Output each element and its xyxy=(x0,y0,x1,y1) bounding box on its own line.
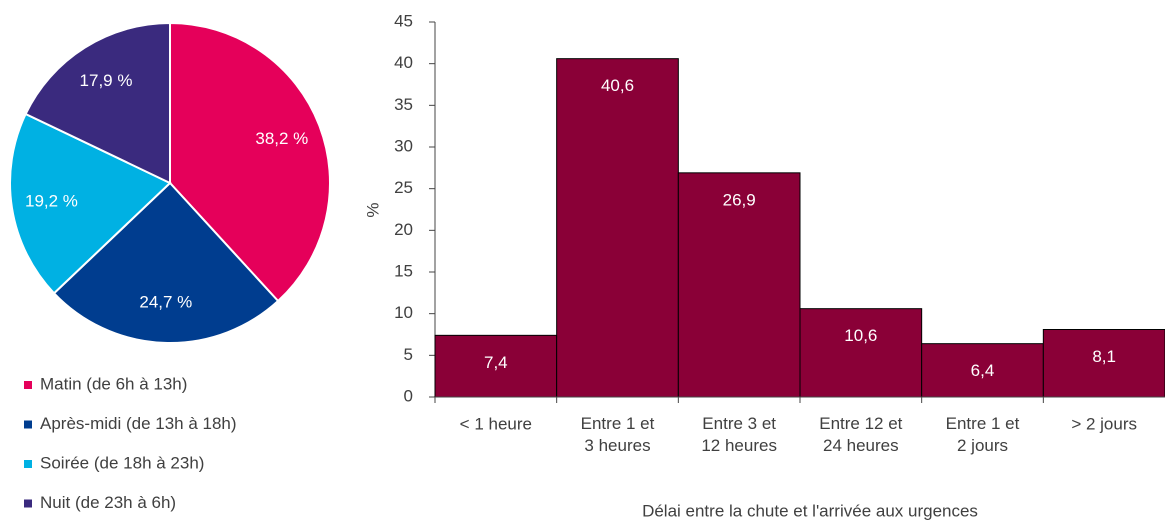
y-tick-label: 30 xyxy=(394,136,413,155)
x-tick-label: < 1 heure xyxy=(460,414,532,433)
x-tick-label: > 2 jours xyxy=(1071,414,1137,433)
legend-swatch xyxy=(24,381,32,389)
slice-label: 38,2 % xyxy=(255,129,308,148)
x-tick-label: Entre 12 et 24 heures xyxy=(819,414,902,455)
y-tick-label: 15 xyxy=(394,261,413,280)
y-tick-label: 40 xyxy=(394,53,413,72)
y-tick-label: 5 xyxy=(404,345,413,364)
slice-label: 19,2 % xyxy=(25,191,78,210)
legend-swatch xyxy=(24,499,32,508)
bar xyxy=(921,343,1044,398)
x-tick-label: Entre 1 et 3 heures xyxy=(581,414,655,455)
y-axis-label: % xyxy=(363,202,382,217)
pie-slice xyxy=(169,21,331,303)
legend-swatch xyxy=(24,420,32,429)
y-tick-label: 45 xyxy=(394,11,413,30)
pie-slice xyxy=(9,112,172,295)
y-tick-label: 35 xyxy=(394,95,413,114)
slice-label: 17,9 % xyxy=(80,71,133,90)
bar xyxy=(799,308,923,398)
y-tick-label: 0 xyxy=(404,386,413,405)
x-tick-label: Entre 3 et 12 heures xyxy=(701,414,777,455)
bar xyxy=(1042,329,1165,398)
bar-label: 26,9 xyxy=(723,190,756,209)
y-tick-label: 20 xyxy=(394,220,413,239)
slice-label: 24,7 % xyxy=(139,292,192,311)
legend-label: Nuit (de 23h à 6h) xyxy=(40,493,176,512)
pie-slice xyxy=(24,21,171,185)
bar xyxy=(556,58,679,398)
bar-label: 6,4 xyxy=(971,361,995,380)
bar-label: 7,4 xyxy=(484,353,508,372)
y-tick-label: 10 xyxy=(394,303,413,322)
bar-label: 8,1 xyxy=(1092,347,1116,366)
legend-label: Soirée (de 18h à 23h) xyxy=(40,453,204,472)
bar-label: 10,6 xyxy=(844,326,877,345)
bar xyxy=(677,172,801,398)
legend-label: Matin (de 6h à 13h) xyxy=(40,374,187,393)
x-tick-label: Entre 1 et 2 jours xyxy=(946,414,1020,455)
legend-swatch xyxy=(24,460,32,468)
bar-label: 40,6 xyxy=(601,76,634,95)
legend-label: Après-midi (de 13h à 18h) xyxy=(40,414,237,433)
pie-slice xyxy=(52,181,280,344)
y-tick-label: 25 xyxy=(394,178,413,197)
x-axis-label: Délai entre la chute et l'arrivée aux ur… xyxy=(642,501,978,520)
